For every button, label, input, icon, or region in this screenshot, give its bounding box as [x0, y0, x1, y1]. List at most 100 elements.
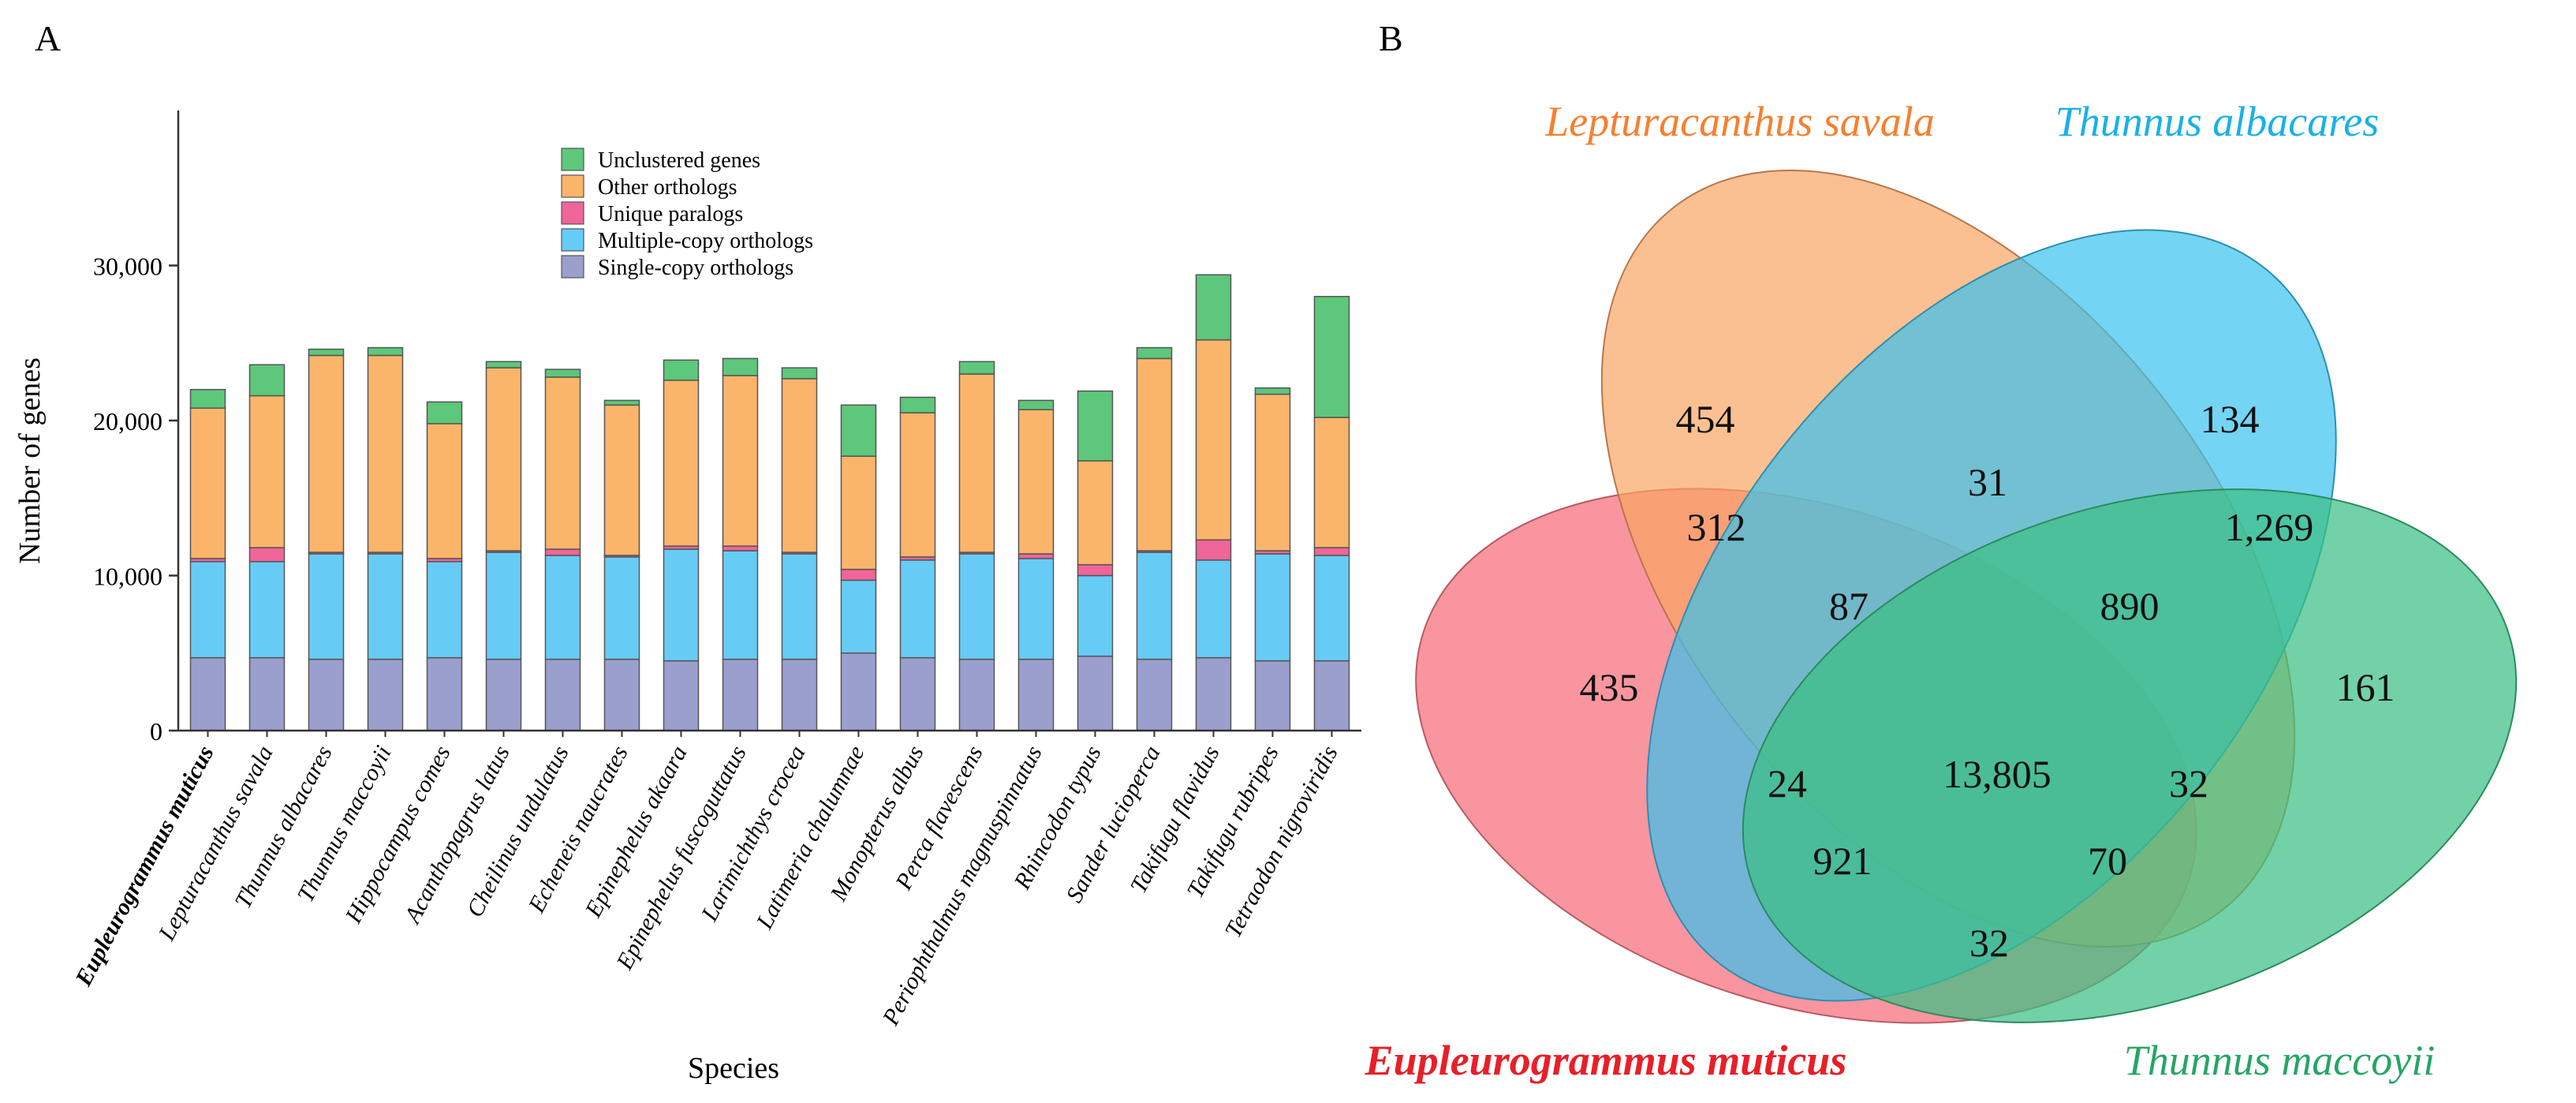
panel-b-label: B — [1379, 18, 1403, 58]
bar-segment — [544, 548, 581, 556]
bar-segment — [426, 423, 463, 559]
bar-segment — [1195, 656, 1232, 731]
bar-segment — [899, 559, 936, 659]
bar-segment — [426, 561, 463, 659]
bar-segment — [958, 658, 995, 731]
bar-segment — [248, 656, 286, 731]
bar-segment — [840, 652, 877, 731]
bar-segment — [1254, 387, 1291, 395]
venn-region-L: 454 — [1676, 397, 1735, 441]
bar-segment — [544, 658, 581, 731]
venn-region-LAM: 890 — [2100, 584, 2160, 628]
bar-segment — [1017, 553, 1055, 559]
bar-segment — [722, 357, 759, 376]
bar-segment — [840, 455, 877, 570]
venn-region-EM: 32 — [1969, 921, 2009, 965]
bar-segment — [1017, 409, 1055, 555]
bar-segment — [1195, 339, 1232, 541]
bar-segment — [426, 656, 463, 731]
bar-segment — [189, 407, 226, 559]
bar-segment — [663, 359, 700, 381]
x-tick-label: Acanthopagrus latus — [399, 742, 515, 929]
bar-segment — [308, 658, 345, 731]
bar-segment — [1195, 559, 1232, 659]
bar-segment — [840, 568, 877, 581]
x-axis-label: Species — [688, 1052, 779, 1085]
bar-segment — [1136, 346, 1173, 360]
y-axis: 0 10,000 20,000 30,000 — [93, 252, 178, 746]
venn-region-LA: 31 — [1968, 460, 2007, 504]
bar-segment — [899, 396, 936, 413]
venn-set-label-thunnus-albacares: Thunnus albacares — [2055, 98, 2380, 145]
bar-segment — [1254, 393, 1291, 552]
bar-segment — [544, 376, 581, 550]
bar-segment — [189, 561, 226, 659]
bar-segment — [1017, 658, 1055, 731]
bar-segment — [722, 658, 759, 731]
bar-segment — [958, 361, 995, 375]
bar-segment — [603, 404, 640, 556]
y-tick-label: 10,000 — [93, 563, 162, 591]
bar-segment — [603, 556, 640, 660]
bar-segment — [544, 368, 581, 378]
bar-segment — [1254, 660, 1291, 731]
bar-segment — [248, 394, 286, 548]
bar-segment — [840, 404, 877, 457]
bar-segment — [840, 579, 877, 654]
venn-region-M: 161 — [2336, 665, 2395, 709]
legend-swatch — [561, 255, 584, 279]
bar-segment — [248, 547, 286, 563]
bar-segment — [899, 656, 936, 731]
x-tick-label: Tetraodon nigroviridis — [1220, 742, 1343, 942]
bar-segment — [722, 550, 759, 660]
legend-label: Single-copy orthologs — [598, 256, 793, 280]
bar-segment — [308, 553, 345, 660]
legend-label: Unclustered genes — [598, 148, 760, 173]
bar-segment — [485, 658, 522, 731]
legend-swatch — [561, 228, 584, 252]
bar-segment — [367, 553, 404, 660]
bar-segment — [958, 553, 995, 660]
bar-segment — [1077, 574, 1114, 657]
bar-segment — [1136, 658, 1173, 731]
bar-segment — [663, 660, 700, 731]
y-axis-label: Number of genes — [13, 357, 47, 564]
bar-segment — [781, 367, 818, 380]
bar-segment — [248, 561, 286, 659]
x-tick-label: Hippocampus comes — [340, 742, 456, 928]
bar-segment — [781, 378, 818, 553]
legend-label: Multiple-copy orthologs — [598, 229, 813, 253]
bar-segment — [485, 552, 522, 660]
bar-segment — [1254, 553, 1291, 662]
bar-segment — [603, 399, 640, 406]
bar-segment — [1017, 399, 1055, 410]
bar-segment — [1195, 539, 1232, 561]
venn-region-LM: 32 — [2169, 761, 2208, 806]
bar-segment — [722, 545, 759, 552]
venn-region-LAE: 87 — [1829, 584, 1869, 628]
bar-segment — [1195, 274, 1232, 341]
bar-segment — [1077, 390, 1114, 462]
bar-stacks — [189, 274, 1350, 731]
venn-region-AE: 24 — [1768, 761, 1807, 806]
bar-segment — [1313, 417, 1350, 548]
venn-region-AEM: 921 — [1813, 839, 1872, 883]
bar-segment — [1313, 547, 1350, 556]
legend-swatch — [561, 148, 584, 171]
legend-label: Other orthologs — [598, 175, 737, 200]
bar-segment — [367, 658, 404, 731]
venn-region-A: 134 — [2201, 397, 2260, 441]
bar-segment — [1136, 357, 1173, 552]
venn-set-label-lepturacanthus-savala: Lepturacanthus savala — [1544, 98, 1935, 145]
x-tick-label: Latimeria chalumnae — [751, 742, 869, 934]
panel-a-label: A — [35, 18, 61, 58]
bar-chart: 0 10,000 20,000 30,000 Eupleurogrammus muti… — [13, 110, 1361, 1085]
y-tick-label: 0 — [150, 717, 162, 746]
venn-region-LAEM: 13,805 — [1943, 752, 2051, 796]
venn-set-thunnus-maccoyii — [1742, 488, 2518, 1023]
venn-region-LE: 312 — [1687, 505, 1746, 549]
venn-set-label-thunnus-maccoyii: Thunnus maccoyii — [2124, 1037, 2435, 1084]
